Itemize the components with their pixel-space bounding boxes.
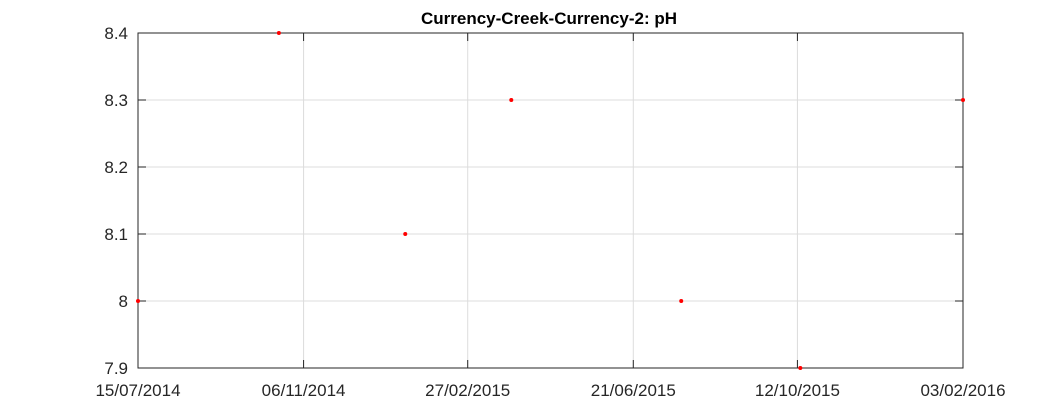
y-tick-labels: 7.9 8 8.1 8.2 8.3 8.4 [104, 24, 128, 378]
data-point [798, 366, 803, 370]
y-tick-label: 8.1 [104, 225, 128, 244]
data-point [679, 299, 684, 303]
y-tick-label: 8.3 [104, 91, 128, 110]
x-tick-label: 12/10/2015 [755, 381, 840, 400]
tick-marks [137, 32, 964, 369]
x-tick-label: 27/02/2015 [425, 381, 510, 400]
x-tick-label: 15/07/2014 [95, 381, 180, 400]
y-tick-label: 8 [119, 292, 128, 311]
x-tick-label: 06/11/2014 [262, 381, 346, 400]
data-point [136, 299, 140, 303]
data-point [509, 98, 514, 102]
y-tick-label: 8.2 [104, 158, 128, 177]
data-point [276, 31, 281, 35]
chart-title: Currency-Creek-Currency-2: pH [421, 9, 677, 28]
x-tick-labels: 15/07/2014 06/11/2014 27/02/2015 21/06/2015… [95, 381, 1005, 400]
y-tick-label: 7.9 [104, 359, 128, 378]
y-tick-label: 8.4 [104, 24, 128, 43]
x-tick-label: 21/06/2015 [591, 381, 676, 400]
data-point [403, 232, 408, 236]
data-points [136, 31, 965, 370]
data-point [961, 98, 965, 102]
plot-area [137, 32, 964, 369]
grid-lines [138, 33, 963, 368]
x-tick-label: 03/02/2016 [920, 381, 1005, 400]
